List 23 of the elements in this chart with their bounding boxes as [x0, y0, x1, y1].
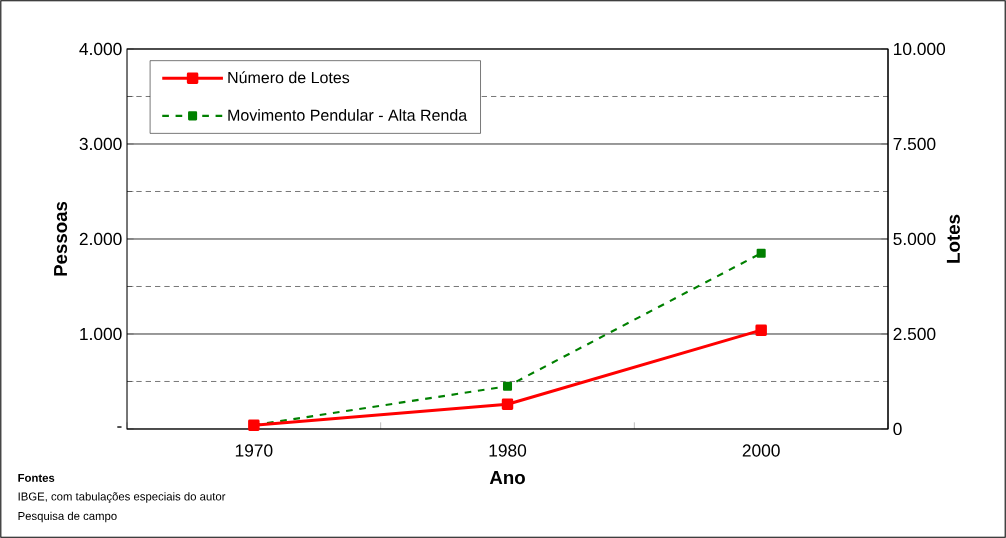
- text: Fontes: [18, 474, 55, 482]
- y2-tick-label: 0: [893, 422, 902, 436]
- y2-tick-label: 7.500: [893, 137, 936, 151]
- point: [501, 398, 514, 411]
- y-tick-label: 3.000: [79, 137, 122, 151]
- x-tick-label: 1970: [235, 444, 273, 457]
- y2-tick-label: 5.000: [893, 232, 936, 246]
- text: Pesquisa de campo: [18, 511, 117, 523]
- legend-label: Movimento Pendular - Alta Renda: [228, 109, 468, 121]
- text: IBGE, com tabulações especiais do autor: [18, 492, 226, 503]
- y-tick-label: 1.000: [80, 327, 122, 341]
- x-tick-label: 2000: [742, 444, 780, 457]
- y-tick-label: 4.000: [79, 42, 122, 56]
- y-axis-title: Pessoas: [54, 201, 68, 276]
- legend-label: Número de Lotes: [228, 71, 350, 84]
- x-axis-title: Ano: [489, 471, 525, 485]
- y-tick-label: 2.000: [79, 232, 122, 246]
- point: [755, 324, 767, 336]
- y-tick-label: -: [117, 426, 122, 428]
- y2-tick-label: 10.000: [894, 42, 946, 56]
- y2-tick-label: 2.500: [893, 327, 936, 341]
- x-tick-label: 1980: [489, 444, 527, 457]
- y2-axis-title: Lotes: [946, 214, 960, 263]
